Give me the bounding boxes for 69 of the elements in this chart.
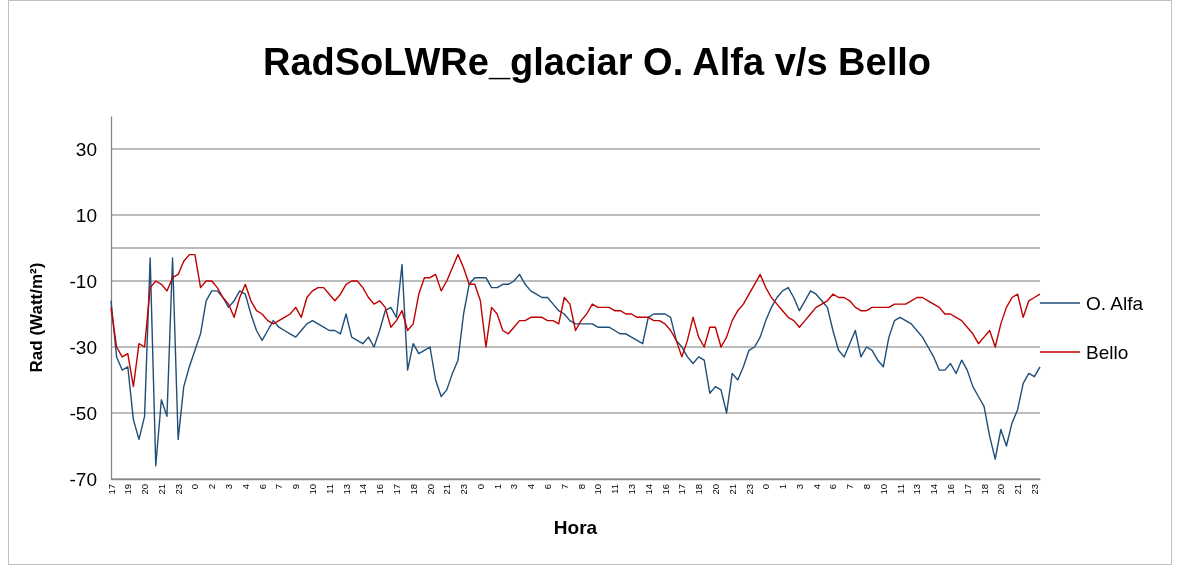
x-tick-label: 1: [777, 484, 789, 490]
x-tick-label: 17: [390, 484, 402, 495]
x-tick-label: 20: [424, 484, 436, 495]
y-tick-label: -50: [69, 402, 97, 424]
y-tick-label: -30: [69, 336, 97, 358]
x-tick-label: 4: [239, 484, 251, 490]
x-tick-label: 6: [542, 484, 554, 490]
x-tick-label: 7: [558, 484, 570, 490]
chart-title: RadSoLWRe_glaciar O. Alfa v/s Bello: [262, 41, 932, 83]
y-axis-title: Rad (Watt/m²): [27, 262, 46, 373]
x-tick-label: 13: [911, 484, 923, 495]
x-tick-label: 4: [810, 484, 822, 490]
x-tick-label: 21: [726, 484, 738, 495]
x-tick-label: 3: [223, 484, 235, 490]
x-tick-label: 6: [256, 484, 268, 490]
x-tick-label: 6: [827, 484, 839, 490]
x-tick-label: 0: [189, 484, 201, 490]
x-tick-label: 18: [978, 484, 990, 495]
x-tick-label: 21: [155, 484, 167, 495]
y-tick-label: 10: [75, 204, 97, 226]
x-tick-label: 16: [374, 484, 386, 495]
x-tick-label: 3: [508, 484, 520, 490]
x-tick-label: 9: [290, 484, 302, 490]
x-tick-label: 23: [172, 484, 184, 495]
x-tick-label: 7: [844, 484, 856, 490]
x-tick-label: 8: [575, 484, 587, 490]
x-tick-label: 0: [760, 484, 772, 490]
x-tick-label: 10: [307, 484, 319, 495]
y-tick-label: -70: [69, 468, 97, 490]
x-tick-label: 0: [474, 484, 486, 490]
x-tick-label: 14: [357, 484, 369, 495]
x-tick-label: 13: [626, 484, 637, 495]
line-series: [110, 257, 1041, 467]
x-tick-label: 23: [743, 484, 755, 495]
line-series: [110, 253, 1041, 388]
x-tick-label: 20: [709, 484, 721, 495]
x-tick-label: 16: [659, 484, 671, 495]
x-tick-label: 21: [441, 484, 453, 495]
y-tick-label: -10: [69, 270, 97, 292]
x-tick-label: 10: [877, 484, 889, 495]
x-tick-label: 23: [458, 484, 470, 495]
legend-label: Bello: [1086, 341, 1129, 363]
x-tick-label: 2: [206, 484, 218, 490]
x-tick-label: 4: [525, 484, 537, 490]
x-tick-label: 7: [273, 484, 285, 490]
x-tick-label: 1: [491, 484, 503, 490]
x-tick-label: 13: [340, 484, 352, 495]
x-tick-label: 8: [861, 484, 873, 490]
x-tick-label: 19: [122, 484, 134, 495]
x-tick-label: 3: [793, 484, 805, 490]
x-tick-label: 10: [592, 484, 604, 495]
x-tick-label: 20: [139, 484, 151, 495]
x-tick-label: 20: [995, 484, 1007, 495]
y-tick-label: 30: [75, 138, 97, 160]
x-tick-label: 17: [961, 484, 973, 495]
x-tick-label: 14: [642, 484, 654, 495]
x-tick-label: 14: [928, 484, 940, 495]
x-tick-label: 16: [945, 484, 956, 495]
x-tick-label: 17: [105, 484, 117, 495]
x-tick-label: 18: [407, 484, 419, 495]
legend-label: O. Alfa: [1086, 292, 1144, 314]
x-tick-label: 21: [1012, 484, 1024, 495]
x-tick-label: 17: [676, 484, 688, 495]
x-tick-label: 18: [693, 484, 705, 495]
x-tick-label: 11: [894, 484, 906, 494]
x-tick-label: 23: [1028, 484, 1040, 495]
x-axis-title: Hora: [553, 517, 598, 538]
x-tick-label: 11: [323, 484, 335, 494]
x-tick-label: 11: [609, 484, 621, 494]
